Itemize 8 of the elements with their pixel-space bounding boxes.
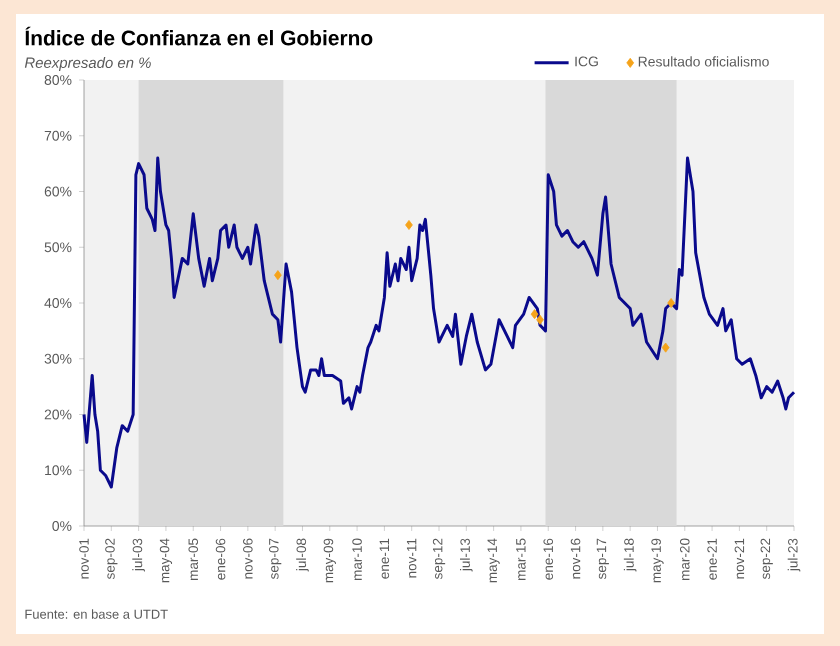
point bbox=[274, 270, 282, 281]
line-series bbox=[82, 156, 796, 489]
point bbox=[536, 314, 544, 325]
point bbox=[405, 219, 413, 230]
chart-title: Índice de Confianza en el Gobierno bbox=[25, 26, 373, 46]
point bbox=[661, 342, 670, 353]
point bbox=[530, 309, 539, 320]
point bbox=[667, 298, 675, 308]
